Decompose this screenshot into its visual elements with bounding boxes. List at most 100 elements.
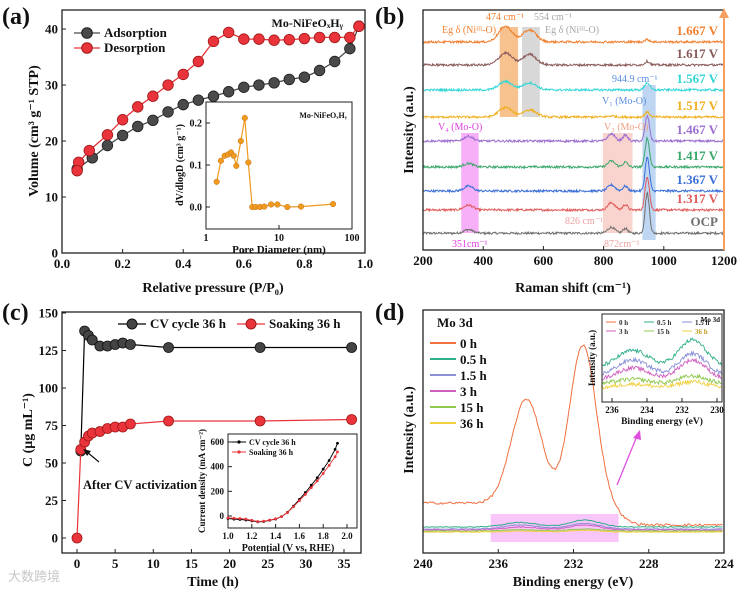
- data-point: [298, 499, 301, 502]
- data-point: [244, 517, 248, 521]
- legend-marker: [126, 318, 138, 330]
- inset-x-axis-title: Binding energy (eV): [621, 416, 703, 427]
- data-point: [298, 71, 311, 83]
- y-axis-title: C (μg mL⁻¹): [21, 393, 36, 467]
- data-point: [237, 138, 244, 145]
- data-point: [232, 516, 236, 520]
- x-tick-label: 1.6: [294, 531, 306, 541]
- raman-spectrum-1-367-v: [423, 156, 725, 194]
- data-point: [283, 33, 295, 46]
- panel-label-d: (d): [375, 300, 404, 326]
- data-point: [124, 339, 136, 350]
- voltage-label: 1.667 V: [676, 23, 718, 38]
- data-point: [353, 20, 365, 32]
- highlight-band: [602, 133, 633, 233]
- voltage-label: 1.467 V: [676, 122, 718, 137]
- data-point: [238, 81, 250, 93]
- data-point: [233, 162, 240, 169]
- arrow-head-icon: [719, 8, 729, 18]
- legend-label: Adsorption: [104, 25, 168, 40]
- x-tick-label: 1000: [651, 253, 677, 268]
- data-point: [132, 120, 144, 133]
- zoom-arrow: [616, 435, 638, 486]
- x-tick-label: 15: [185, 556, 199, 571]
- data-point: [274, 201, 281, 208]
- x-tick-label: 0.6: [236, 256, 253, 271]
- y-tick-label: 150: [39, 305, 59, 320]
- plot-frame: [61, 311, 362, 554]
- data-point: [274, 517, 277, 521]
- inset-legend-label: CV cycle 36 h: [249, 438, 296, 447]
- data-point: [217, 157, 224, 164]
- data-point: [230, 152, 237, 159]
- legend-marker: [81, 27, 93, 39]
- data-point: [329, 31, 341, 44]
- y-tick-label: 40: [45, 21, 58, 36]
- voltage-label: 1.367 V: [676, 172, 718, 187]
- xps-spectrum-0-5-h: [422, 519, 723, 528]
- data-point: [254, 342, 266, 353]
- x-tick-label: 10: [147, 556, 160, 571]
- data-point: [268, 77, 280, 89]
- legend-label: CV cycle 36 h: [150, 316, 227, 331]
- xps-spectrum-1-5-h: [422, 522, 723, 530]
- data-point: [346, 342, 358, 353]
- x-tick-label: 2.0: [341, 531, 353, 541]
- data-point: [313, 31, 326, 44]
- y-tick-label: 400: [211, 462, 225, 472]
- inset-legend-label: 36 h: [695, 328, 708, 336]
- data-point: [313, 64, 326, 77]
- x-axis-title: Raman shift (cm⁻¹): [515, 281, 631, 296]
- data-point: [344, 42, 356, 55]
- data-point: [315, 479, 319, 483]
- x-tick-label: 400: [473, 253, 493, 268]
- data-point: [309, 483, 313, 487]
- y-tick-label: 600: [211, 437, 225, 447]
- peak-annotation: 826 cm⁻¹: [565, 216, 603, 227]
- x-tick-label: 35: [338, 556, 352, 571]
- peak-annotation: 872cm⁻¹: [604, 239, 640, 250]
- x-tick-label: 0.2: [114, 256, 130, 271]
- xps-spectrum-15-h: [422, 528, 723, 532]
- x-axis-title: Binding energy (eV): [513, 575, 634, 590]
- data-point: [268, 518, 272, 522]
- voltage-label: 1.417 V: [676, 148, 718, 163]
- inset-y-axis-title: Intensity (a.u.): [587, 330, 597, 386]
- data-point: [268, 34, 280, 46]
- x-axis-title: Time (h): [187, 575, 239, 590]
- inset-legend-label: 3 h: [619, 328, 628, 336]
- data-point: [329, 201, 337, 208]
- peak-annotation: V₃ (Mo-O): [604, 122, 648, 133]
- inset-sample-title: Mo-NiFeOₓHᵧ: [299, 111, 347, 120]
- peak-annotation: Eg δ (Niᴵᴵᴵ-O): [545, 25, 599, 36]
- data-point: [192, 94, 205, 106]
- spectrum-title: Mo 3d: [437, 315, 474, 330]
- x-tick-label: 0.8: [296, 256, 313, 271]
- x-tick-label: 240: [413, 556, 433, 571]
- y-tick-label: 125: [39, 343, 59, 358]
- data-point: [124, 418, 136, 430]
- x-tick-label: 224: [714, 556, 734, 571]
- y-tick-label: 75: [45, 418, 59, 433]
- data-point: [213, 178, 220, 185]
- peak-annotation: Eg δ (Niᴵᴵᴵ-O): [442, 25, 496, 36]
- data-point: [238, 517, 242, 520]
- y-tick-label: 0: [220, 511, 225, 521]
- data-point: [268, 201, 275, 208]
- raman-spectrum-1-517-v: [422, 105, 725, 120]
- data-point: [163, 415, 174, 427]
- raman-spectrum-1-467-v: [422, 114, 725, 144]
- inset-y-axis-title: Current density (mA cm⁻²): [197, 429, 207, 533]
- peak-annotation: 554 cm⁻¹: [534, 12, 572, 23]
- x-tick-label: 1.0: [222, 531, 234, 541]
- y-tick-label: 200: [211, 486, 225, 496]
- data-point: [292, 505, 295, 509]
- legend-label: Soaking 36 h: [269, 316, 341, 331]
- y-tick-label: 10: [45, 189, 58, 204]
- peak-annotation: 474 cm⁻¹: [486, 12, 524, 23]
- xps-spectrum-36-h: [422, 529, 723, 533]
- y-axis-title: Intensity (a.u.): [402, 386, 417, 474]
- data-point: [71, 532, 83, 544]
- data-point: [207, 90, 220, 102]
